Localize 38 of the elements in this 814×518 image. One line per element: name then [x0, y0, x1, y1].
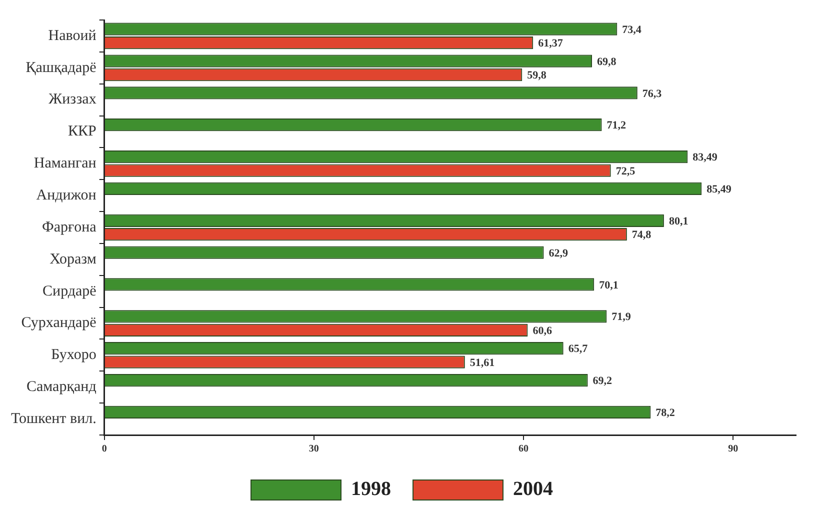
y-tick-label: Қашқадарё [26, 60, 97, 76]
data-label: 61,37 [538, 38, 564, 50]
y-tick-label: Бухоро [51, 347, 96, 364]
y-tick-label: Жиззах [48, 92, 97, 108]
y-tick-label: Самарқанд [26, 379, 97, 396]
data-label: 62,9 [548, 247, 569, 260]
y-tick-label: ККР [68, 124, 96, 140]
data-label: 85,49 [706, 184, 732, 196]
data-label: 83,49 [692, 152, 718, 164]
y-tick-label: Фарғона [42, 219, 97, 236]
y-tick-label: Тошкент вил. [10, 410, 96, 427]
legend-label: 1998 [351, 478, 391, 500]
data-label: 74,8 [632, 229, 652, 242]
data-label: 78,2 [656, 407, 676, 420]
data-label: 76,3 [642, 88, 662, 100]
y-tick-label: Сирдарё [42, 283, 97, 300]
x-tick-label: 60 [518, 444, 529, 455]
data-label: 51,61 [470, 356, 495, 369]
y-tick-label: Наманган [34, 156, 96, 172]
y-tick-label: Сурхандарё [21, 315, 97, 332]
data-label: 72,5 [616, 165, 636, 178]
data-label: 69,8 [596, 56, 617, 68]
x-tick-label: 90 [728, 444, 738, 455]
y-tick-label: Андижон [36, 188, 96, 204]
legend-label: 2004 [513, 478, 553, 500]
data-label: 80,1 [668, 215, 688, 228]
x-tick-label: 0 [102, 444, 107, 455]
data-label: 73,4 [622, 24, 642, 36]
x-tick-label: 30 [308, 444, 319, 455]
y-tick-label: Хоразм [50, 251, 97, 268]
data-label: 71,2 [606, 120, 627, 132]
data-label: 70,1 [599, 279, 618, 292]
data-label: 60,6 [532, 324, 552, 337]
data-label: 71,9 [612, 311, 632, 324]
y-tick-label: Навоий [48, 28, 96, 44]
data-label: 59,8 [527, 70, 547, 82]
data-label: 69,2 [592, 375, 613, 388]
data-label: 65,7 [568, 343, 588, 356]
